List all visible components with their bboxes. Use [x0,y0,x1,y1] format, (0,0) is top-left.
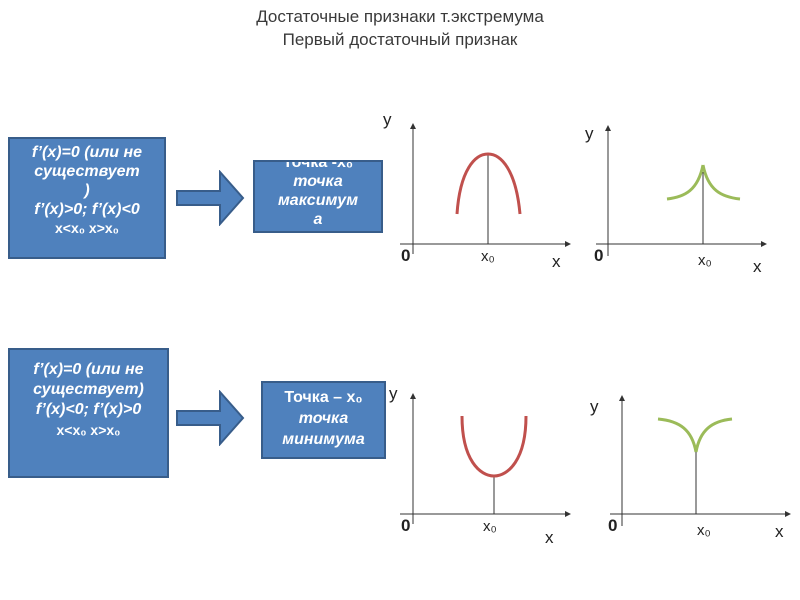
min-result-line-2: точка [298,410,349,427]
max-condition-line-3: ) [84,182,90,199]
slide-title-line1: Достаточные признаки т.экстремума [256,7,544,26]
max-condition-line-2: существует [34,163,140,180]
min-result-box: Точка – x₀ точка минимума [261,381,386,459]
min-condition-line-1: f’(x)=0 (или не [33,361,144,378]
min-cusp-curve [694,417,733,453]
max-condition-line-4: f’(x)>0; f’(x)<0 [34,201,140,218]
max-condition-line-1: f’(x)=0 (или не [31,144,143,161]
min-cusp-y-label: y [590,397,599,416]
max-result-line-2: точка [293,173,343,190]
min-condition-line-4: x<x₀ x>x₀ [56,422,121,438]
max-condition-line-5: x<x₀ x>x₀ [54,220,119,236]
max-arrow-right-icon [176,170,245,226]
max-cusp-curve [701,164,741,201]
max-cusp-x-label: x [753,257,762,276]
min-condition-box: f’(x)=0 (или не существует) f’(x)<0; f’(… [8,348,169,478]
max-condition-box: f’(x)=0 (или не существует ) f’(x)>0; f’… [8,137,166,259]
max-parabola-curve [455,152,522,215]
min-arrow-right-icon [176,390,245,446]
min-condition-line-3: f’(x)<0; f’(x)>0 [35,401,142,418]
min-smooth-x-label: x [545,528,554,547]
max-result-line-1: Точка -x₀ [282,160,354,171]
max-cusp-x0-label: x₀ [698,252,712,269]
max-smooth-origin-label: 0 [401,246,411,265]
max-cusp-graph [596,125,767,256]
min-cusp-graph [610,395,791,526]
max-smooth-x0-label: x₀ [481,248,495,265]
slide-title-line2: Первый достаточный признак [282,30,518,49]
min-cusp-x-label: x [775,522,784,541]
max-cusp-origin-label: 0 [594,246,604,265]
min-result-line-1: Точка – x₀ [284,389,363,406]
max-result-line-3: максимум [277,192,359,209]
max-smooth-graph [400,123,571,254]
min-smooth-x0-label: x₀ [483,518,497,535]
min-smooth-y-label: y [389,384,398,403]
min-cusp-origin-label: 0 [608,516,618,535]
min-condition-line-2: существует) [33,381,144,398]
min-cusp-x0-label: x₀ [697,522,711,539]
max-result-line-4: а [313,211,323,228]
max-smooth-y-label: y [383,110,392,129]
max-result-box: Точка -x₀ точка максимум а [253,160,383,233]
max-cusp-y-label: y [585,124,594,143]
min-result-line-3: минимума [282,431,365,448]
min-smooth-graph [400,393,571,524]
max-smooth-x-label: x [552,252,561,271]
min-parabola-curve [460,415,528,478]
min-smooth-origin-label: 0 [401,516,411,535]
